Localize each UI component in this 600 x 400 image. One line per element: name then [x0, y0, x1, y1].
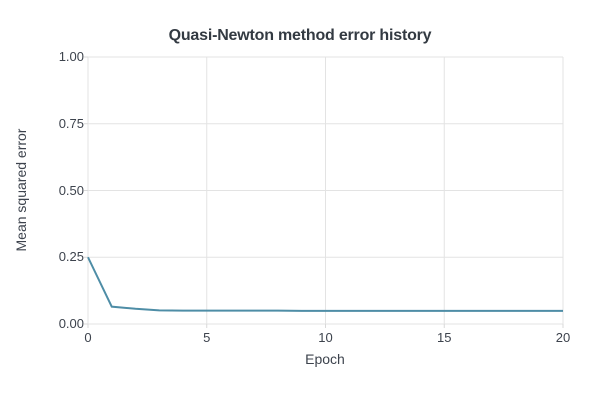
y-tick-label: 0.50: [58, 182, 84, 198]
x-axis-title: Epoch: [305, 351, 345, 367]
x-tick-label: 0: [84, 330, 92, 345]
y-tick-label: 0.75: [58, 115, 84, 131]
y-tick-label: 0.00: [58, 316, 84, 331]
x-tick-label: 5: [203, 330, 211, 345]
error-history-line: [87, 256, 563, 312]
x-tick-label: 10: [318, 330, 333, 345]
x-tick-label: 20: [555, 330, 571, 345]
y-tick-label: 0.25: [58, 249, 84, 265]
x-tick-label: 15: [437, 330, 452, 345]
y-tick-label: 1.00: [58, 49, 84, 64]
chart-title: Quasi-Newton method error history: [168, 27, 432, 44]
